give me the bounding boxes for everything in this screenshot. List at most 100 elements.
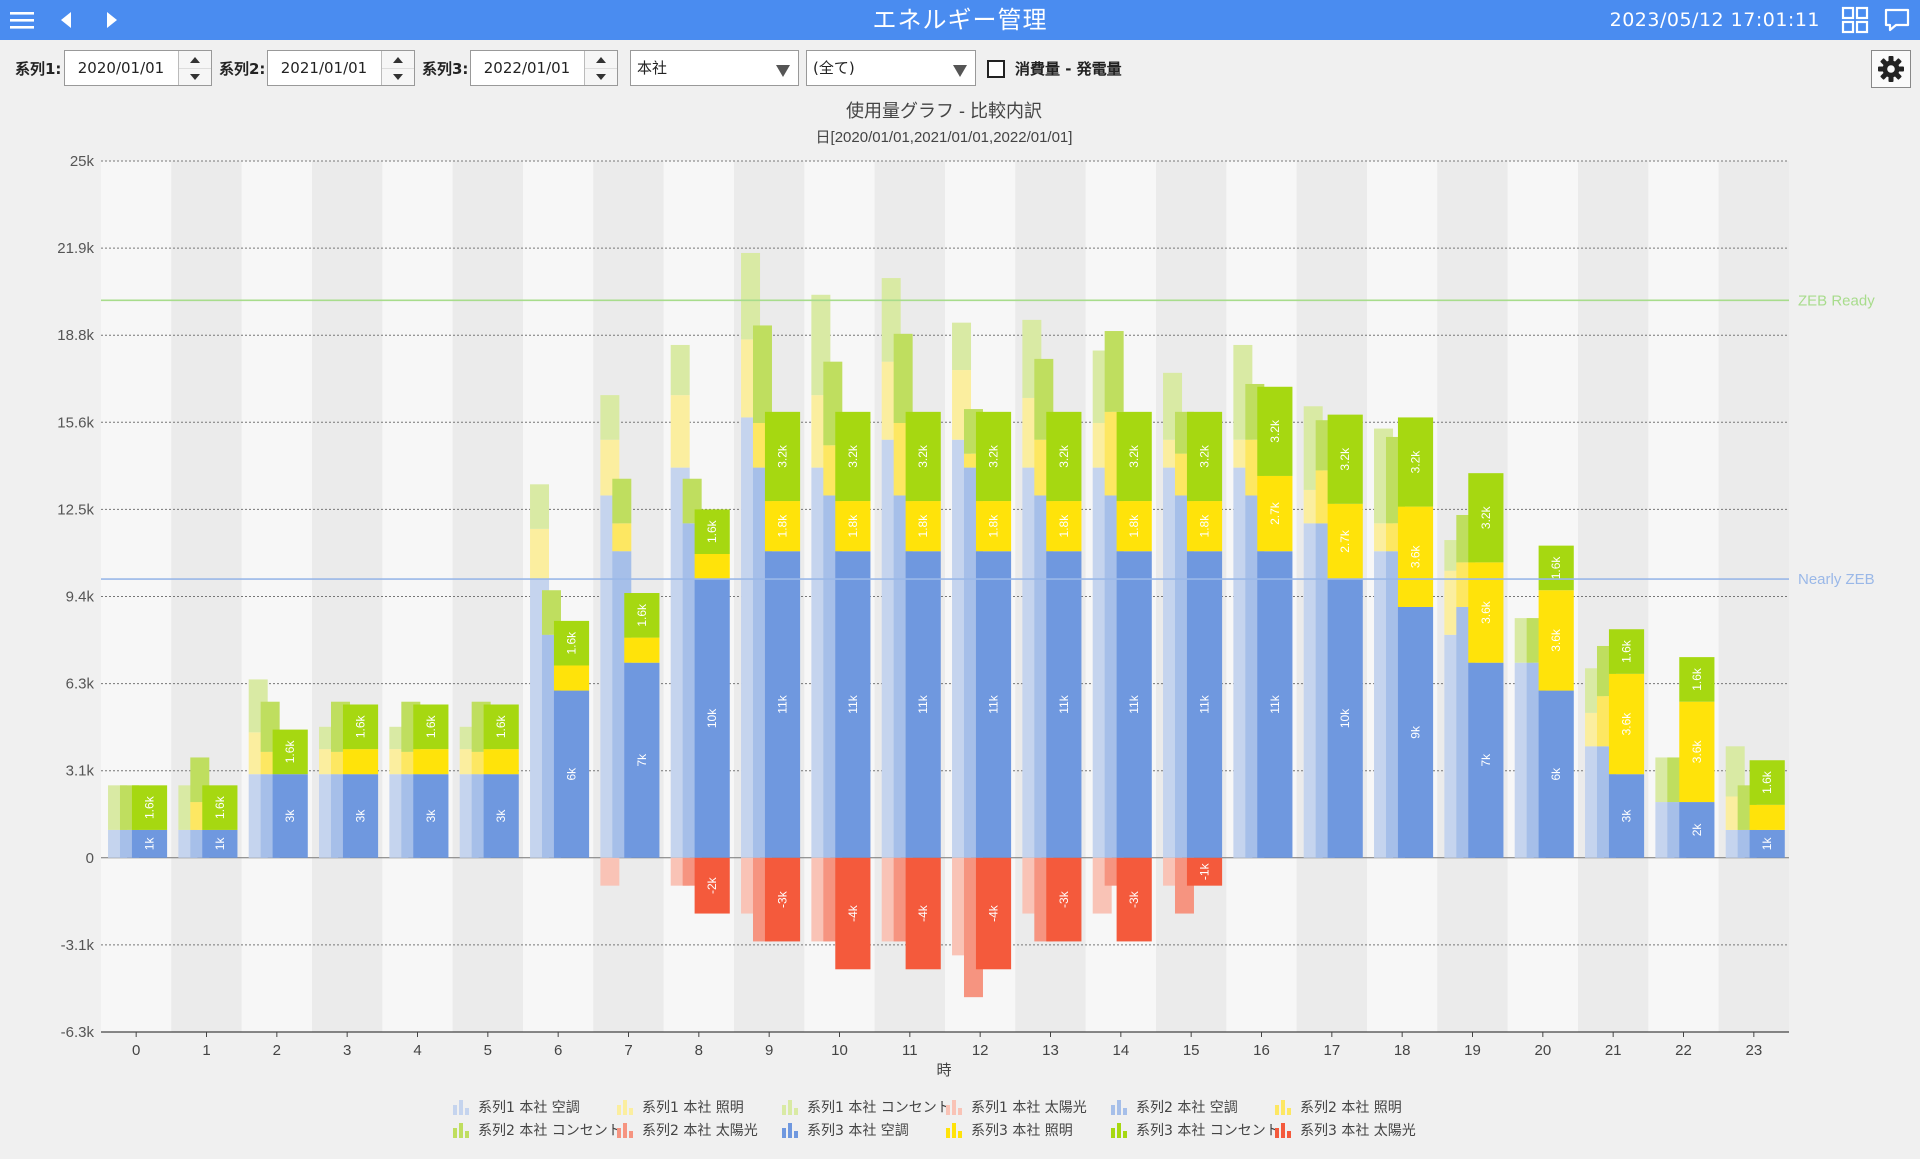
chevron-down-icon xyxy=(776,62,790,81)
bar-data-label: -2k xyxy=(705,876,719,894)
series2-decrement-button[interactable] xyxy=(382,68,414,85)
bar-data-label: 9k xyxy=(1409,725,1423,739)
bar-data-label: 3k xyxy=(283,809,297,823)
x-tick-label: 23 xyxy=(1745,1042,1762,1059)
bar-segment xyxy=(975,411,1012,502)
y-tick-label: 18.8k xyxy=(57,327,94,344)
bar-segment xyxy=(835,551,871,858)
bar-segment xyxy=(413,774,449,858)
bar-chart-icon xyxy=(452,1122,470,1138)
bar-segment xyxy=(202,785,238,830)
series3-date-value[interactable]: 2022/01/01 xyxy=(483,59,571,77)
bar-segment xyxy=(1116,857,1152,942)
series1-date-value[interactable]: 2020/01/01 xyxy=(77,59,165,77)
bar-segment xyxy=(1468,473,1504,563)
bar-segment xyxy=(764,857,801,942)
bar-data-label: 6k xyxy=(565,767,579,781)
series3-increment-button[interactable] xyxy=(585,51,617,69)
x-axis-label: 時 xyxy=(936,1062,951,1079)
bar-data-label: 3.2k xyxy=(846,444,860,468)
series1-date-picker[interactable]: 2020/01/01 xyxy=(64,50,212,86)
bar-segment xyxy=(1397,506,1434,607)
reference-line-label: ZEB Ready xyxy=(1798,292,1875,309)
category-select[interactable]: (全て) xyxy=(806,50,976,86)
bar-segment xyxy=(1116,411,1152,502)
bar-data-label: 1.8k xyxy=(776,514,790,538)
gear-icon xyxy=(1878,56,1904,82)
series3-date-picker[interactable]: 2022/01/01 xyxy=(470,50,618,86)
bar-segment xyxy=(1046,551,1082,858)
settings-button[interactable] xyxy=(1871,50,1911,88)
bar-segment xyxy=(741,252,761,340)
consumption-minus-generation-checkbox[interactable] xyxy=(987,60,1005,78)
bar-data-label: 11k xyxy=(776,694,790,713)
bar-segment xyxy=(764,501,801,552)
series2-date-value[interactable]: 2021/01/01 xyxy=(280,59,368,77)
bar-data-label: -3k xyxy=(1127,890,1141,908)
bar-data-label: 1.8k xyxy=(1057,514,1071,538)
bar-segment xyxy=(764,551,801,858)
bar-data-label: 3.2k xyxy=(1127,444,1141,468)
bar-segment xyxy=(530,528,550,580)
bar-segment xyxy=(1186,551,1223,858)
bar-data-label: 1k xyxy=(143,837,157,851)
bar-data-label: 1.6k xyxy=(283,740,297,764)
bar-segment xyxy=(1397,606,1434,858)
bar-data-label: 1.6k xyxy=(213,795,227,819)
legend-label: 系列3 本社 空調 xyxy=(807,1123,909,1139)
series3-decrement-button[interactable] xyxy=(585,68,617,85)
bar-data-label: 3.2k xyxy=(1338,447,1352,471)
bar-segment xyxy=(835,411,871,502)
bar-data-label: 1.6k xyxy=(1549,556,1563,580)
bar-data-label: 1.6k xyxy=(424,714,438,738)
y-tick-label: 12.5k xyxy=(57,501,94,518)
x-tick-label: 15 xyxy=(1183,1042,1200,1059)
hamburger-icon[interactable] xyxy=(8,6,36,34)
series2-increment-button[interactable] xyxy=(382,51,414,69)
bar-data-label: 1.6k xyxy=(1760,770,1774,794)
bar-data-label: 1.8k xyxy=(916,514,930,538)
bar-segment xyxy=(1608,673,1645,775)
series1-label: 系列1: xyxy=(15,60,62,78)
bar-data-label: 3.2k xyxy=(1409,450,1423,474)
x-tick-label: 16 xyxy=(1253,1042,1270,1059)
series1-spinner xyxy=(178,51,211,85)
bar-segment xyxy=(1538,590,1574,691)
bar-segment xyxy=(530,484,550,529)
bar-data-label: 1.6k xyxy=(143,795,157,819)
x-tick-label: 18 xyxy=(1394,1042,1411,1059)
chart-subtitle: 日[2020/01/01,2021/01/01,2022/01/01] xyxy=(816,129,1073,146)
bar-segment xyxy=(342,774,379,858)
chevron-left-icon[interactable] xyxy=(56,6,76,34)
bar-segment xyxy=(694,857,730,914)
reference-line-label: Nearly ZEB xyxy=(1798,571,1875,588)
chat-icon[interactable] xyxy=(1882,6,1912,34)
bar-data-label: 1.6k xyxy=(494,714,508,738)
bar-segment xyxy=(952,322,972,371)
bar-data-label: 1.6k xyxy=(635,603,649,627)
bar-segment xyxy=(1608,629,1645,674)
grid-view-icon[interactable] xyxy=(1840,6,1870,34)
bar-segment xyxy=(1046,411,1082,502)
x-tick-label: 17 xyxy=(1323,1042,1340,1059)
bar-segment xyxy=(342,749,379,775)
series2-spinner xyxy=(381,51,414,85)
bar-data-label: 11k xyxy=(916,694,930,713)
series1-decrement-button[interactable] xyxy=(179,68,211,85)
bar-segment xyxy=(905,411,941,502)
chart-title: 使用量グラフ - 比較内訳 xyxy=(846,101,1042,121)
series1-increment-button[interactable] xyxy=(179,51,211,69)
bar-chart-icon xyxy=(945,1122,963,1138)
bar-chart-icon xyxy=(1110,1122,1128,1138)
bar-data-label: 1.6k xyxy=(705,519,719,543)
bar-segment xyxy=(1257,551,1293,858)
bar-segment xyxy=(1397,417,1434,507)
bar-data-label: 11k xyxy=(1198,694,1212,713)
bar-data-label: 3.6k xyxy=(1620,712,1634,736)
bar-segment xyxy=(694,579,730,858)
bar-chart-icon xyxy=(945,1099,963,1115)
chevron-right-icon[interactable] xyxy=(102,6,122,34)
series2-date-picker[interactable]: 2021/01/01 xyxy=(267,50,415,86)
y-tick-label: 21.9k xyxy=(57,240,94,257)
location-select[interactable]: 本社 xyxy=(630,50,799,86)
